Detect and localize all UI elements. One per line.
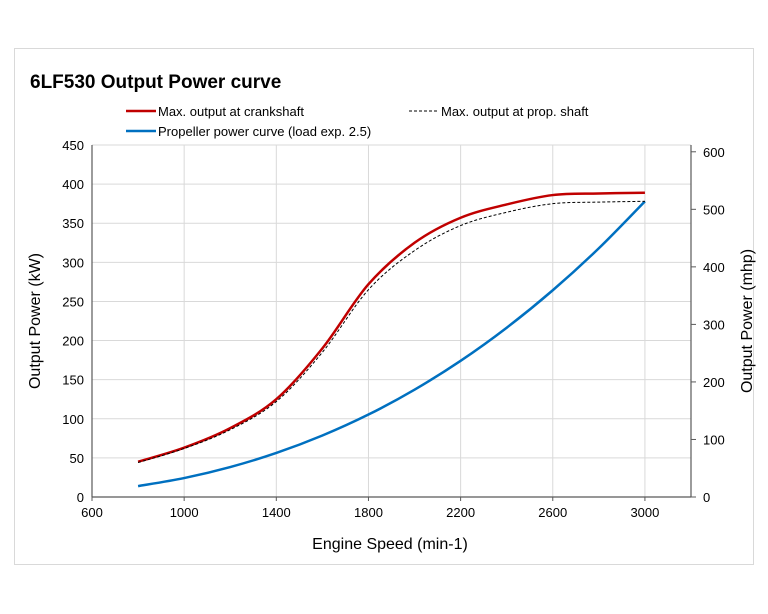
y-tick-label: 300	[62, 255, 84, 270]
y-tick-label: 350	[62, 216, 84, 231]
series-line-2	[137, 200, 646, 488]
y2-tick-label: 500	[703, 202, 725, 217]
y-tick-label: 450	[62, 138, 84, 153]
y2-tick-label: 0	[703, 490, 710, 505]
y2-tick-label: 100	[703, 432, 725, 447]
series-line-1	[137, 200, 645, 464]
series-group	[137, 191, 646, 488]
y-tick-label: 400	[62, 177, 84, 192]
chart-title: 6LF530 Output Power curve	[30, 72, 281, 93]
x-tick-label: 3000	[630, 505, 659, 520]
legend-label: Propeller power curve (load exp. 2.5)	[158, 124, 371, 139]
series-line-0	[137, 191, 645, 463]
y-tick-label: 50	[70, 451, 84, 466]
y2-tick-label: 400	[703, 260, 725, 275]
y2-tick-label: 600	[703, 145, 725, 160]
y-tick-label: 200	[62, 334, 84, 349]
legend-label: Max. output at crankshaft	[158, 104, 304, 119]
chart-frame	[14, 48, 754, 565]
x-tick-label: 2200	[446, 505, 475, 520]
y-axis-label: Output Power (kW)	[27, 253, 44, 389]
y-tick-label: 250	[62, 294, 84, 309]
y2-axis-label: Output Power (mhp)	[739, 249, 756, 393]
legend: Max. output at crankshaft Max. output at …	[126, 104, 589, 139]
y2-tick-label: 200	[703, 375, 725, 390]
x-tick-label: 1400	[262, 505, 291, 520]
x-tick-label: 600	[81, 505, 103, 520]
y-tick-label: 0	[77, 490, 84, 505]
axes: 600 1000 1400 1800 2200 2600 30000501001502002…	[62, 138, 724, 520]
legend-label: Max. output at prop. shaft	[441, 104, 589, 119]
grid	[92, 144, 691, 497]
y-tick-label: 100	[62, 412, 84, 427]
x-tick-label: 2600	[538, 505, 567, 520]
x-axis-label: Engine Speed (min-1)	[312, 536, 468, 553]
y-tick-label: 150	[62, 373, 84, 388]
y2-tick-label: 300	[703, 317, 725, 332]
x-tick-label: 1800	[354, 505, 383, 520]
x-tick-label: 1000	[170, 505, 199, 520]
